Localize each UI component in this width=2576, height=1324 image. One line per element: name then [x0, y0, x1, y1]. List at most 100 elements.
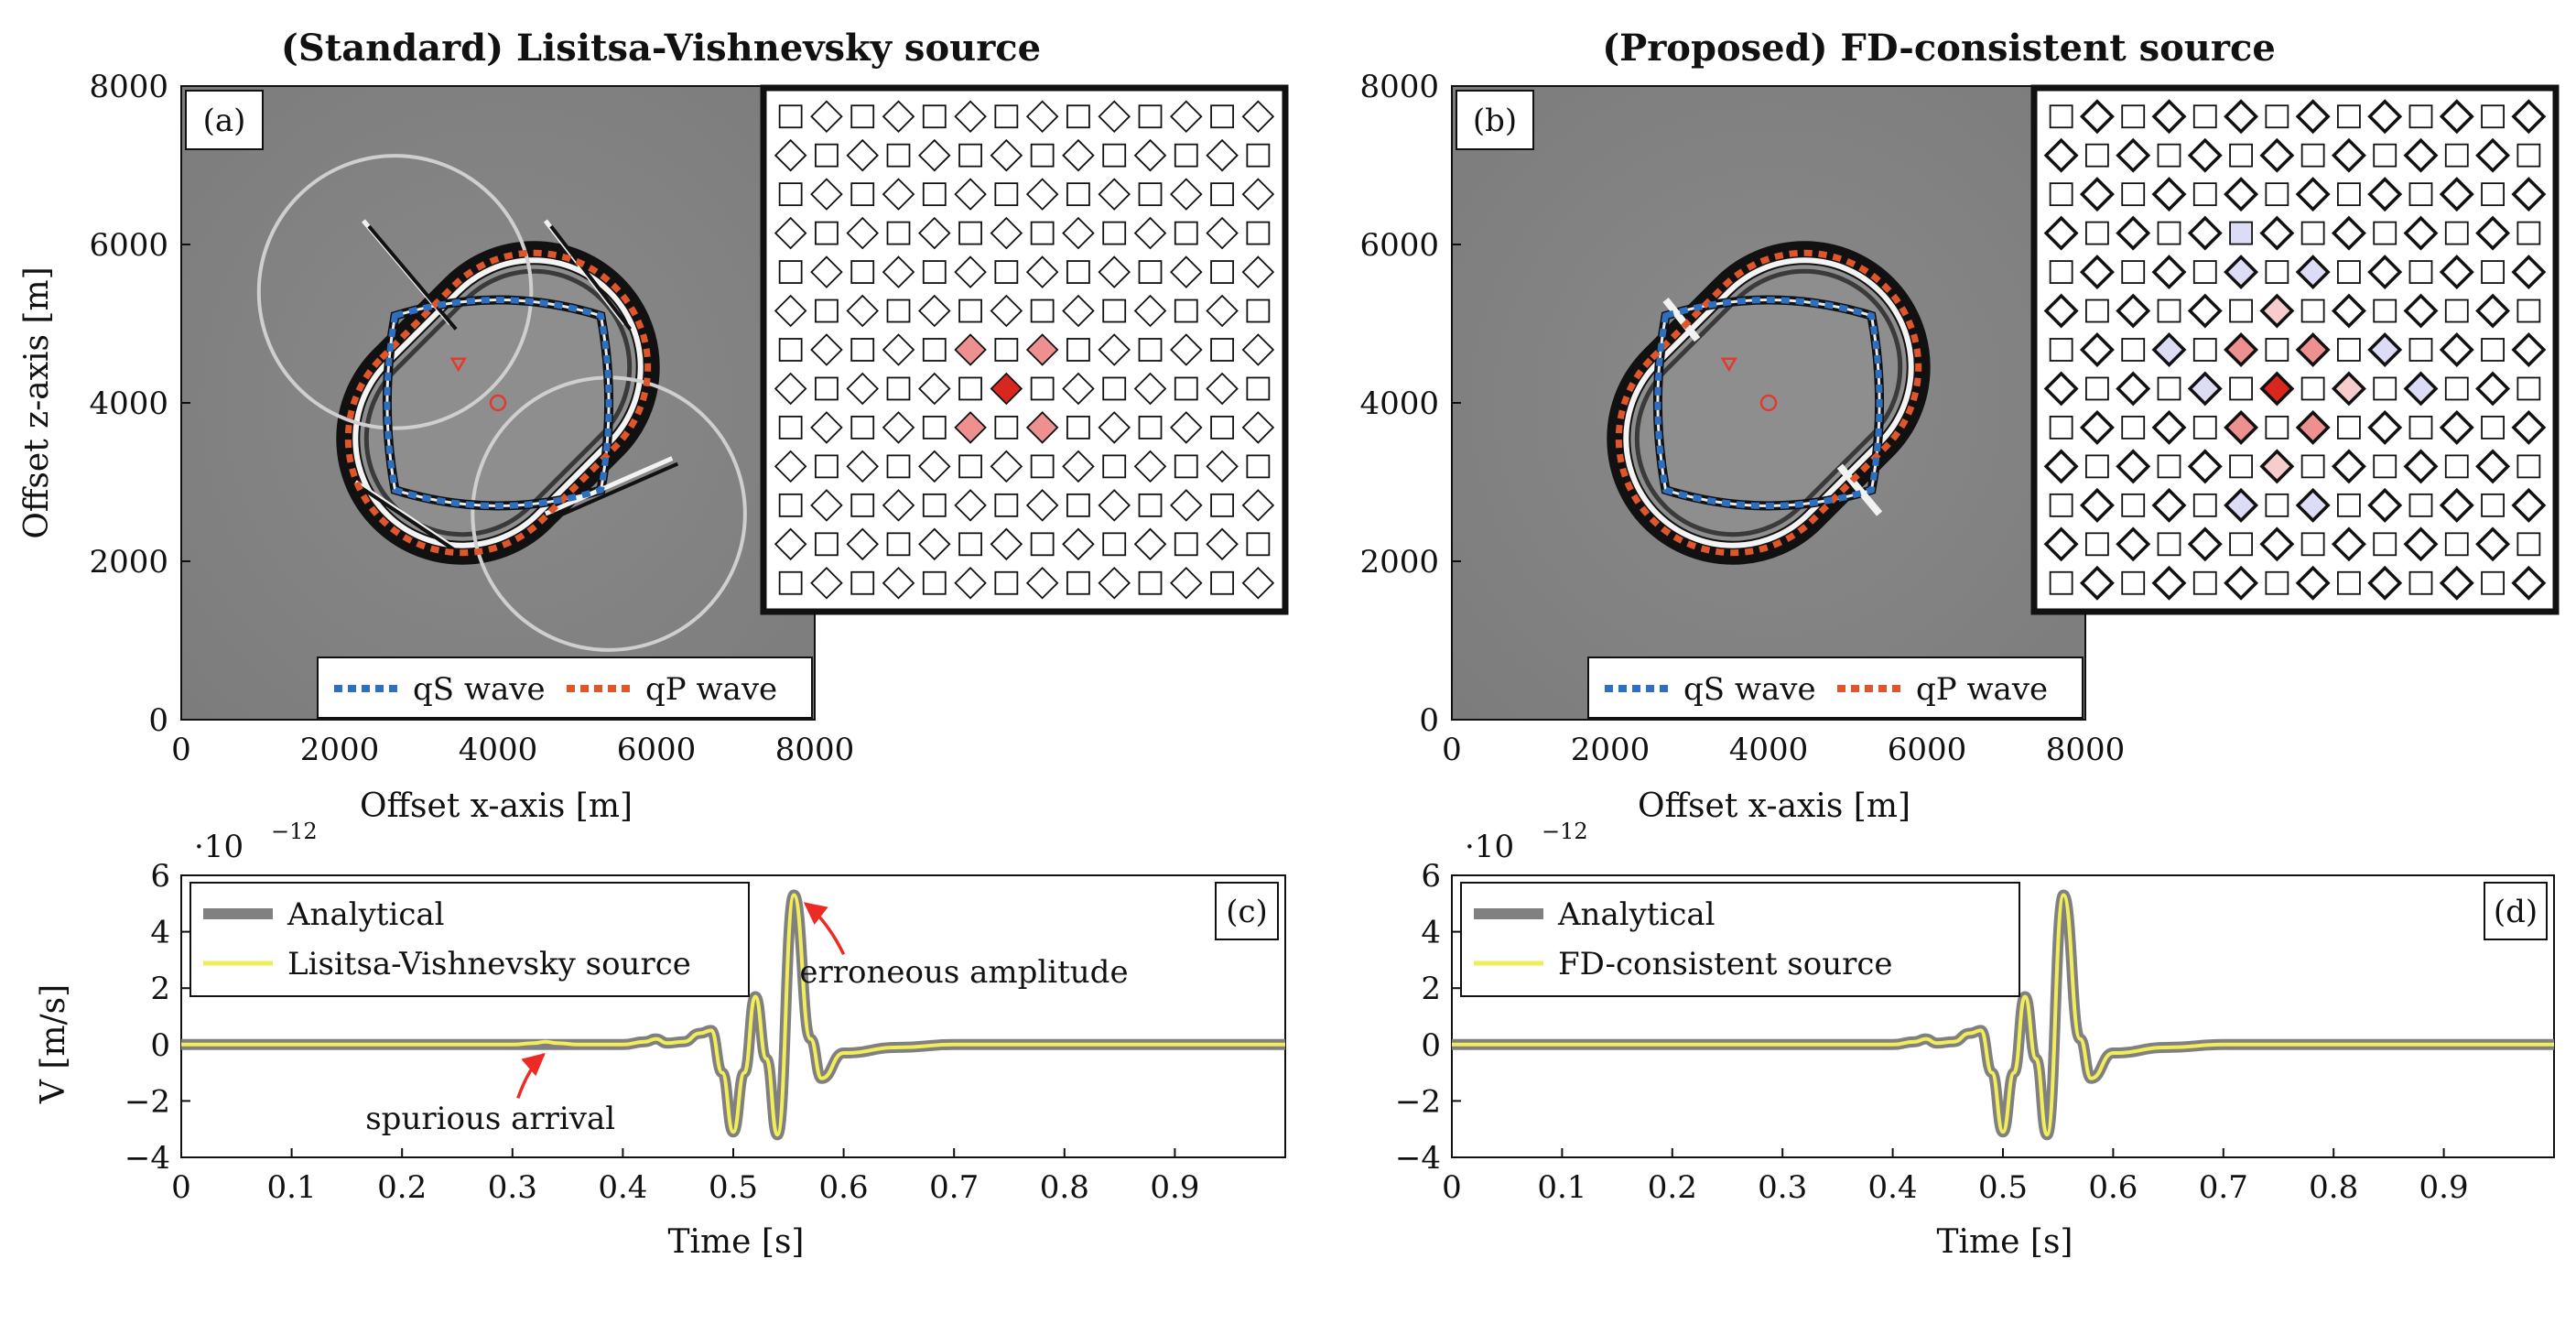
stencil-node-diamond: [2187, 293, 2223, 329]
stencil-node-diamond: [2331, 137, 2366, 173]
stencil-node-square: [1246, 532, 1271, 557]
stencil-node-square: [2300, 532, 2325, 557]
stencil-node-diamond: [2439, 332, 2474, 367]
stencil-node-square: [2265, 338, 2289, 362]
stencil-node-diamond: [2187, 449, 2223, 484]
stencil-node-square: [994, 338, 1019, 362]
qp-wavefront-light: [1623, 257, 1914, 548]
stencil-node-diamond: [2439, 487, 2474, 523]
stencil-node-diamond: [2331, 293, 2366, 329]
stencil-node-square: [922, 338, 947, 362]
stencil-node-square: [1246, 221, 1271, 245]
y-axis-label-c: V [m/s]: [35, 984, 72, 1104]
stencil-node-square: [2408, 570, 2433, 595]
receiver-marker: [1720, 357, 1737, 373]
stencil-node-square: [2265, 182, 2289, 207]
stencil-node-diamond: [2224, 332, 2259, 367]
axis-exponent-power: −12: [1542, 819, 1588, 844]
stencil-node-diamond: [846, 138, 879, 172]
stencil-node-square: [1246, 454, 1271, 479]
stencil-node-square: [2481, 416, 2505, 440]
stencil-node-diamond: [2259, 526, 2295, 562]
stencil-node-diamond: [990, 450, 1023, 483]
stencil-node-square: [2516, 143, 2541, 168]
x-tick-label: 2000: [300, 732, 380, 768]
spurious-circle-upper: [256, 154, 534, 430]
stencil-node-square: [2408, 416, 2433, 440]
stencil-node-diamond: [1098, 411, 1131, 444]
stencil-node-square: [2157, 143, 2181, 168]
stencil-node-square: [958, 532, 982, 557]
stencil-node-diamond: [2259, 137, 2295, 173]
stencil-node-diamond: [2079, 332, 2115, 367]
stencil-node-diamond: [774, 527, 807, 561]
panel-tag: (b): [1473, 103, 1517, 139]
stencil-node-square: [1066, 570, 1090, 595]
stencil-node-diamond: [2116, 293, 2151, 329]
stencil-node-diamond: [846, 372, 879, 406]
stencil-node-diamond: [2475, 137, 2511, 173]
stencil-node-square: [1138, 182, 1163, 207]
stencil-node-diamond: [2295, 409, 2331, 445]
stencil-node-square: [1138, 570, 1163, 595]
x-tick-label: 0.4: [1868, 1169, 1918, 1206]
stencil-node-diamond: [1133, 216, 1167, 250]
stencil-node-diamond: [2403, 137, 2439, 173]
stencil-node-square: [1174, 143, 1198, 168]
x-axis-label-b: Offset x-axis [m]: [1638, 787, 1910, 825]
stencil-node-square: [1102, 454, 1127, 479]
stencil-node-square: [1102, 532, 1127, 557]
stencil-node-diamond: [2475, 215, 2511, 251]
cusp-streak: [549, 224, 632, 331]
cusp-streak: [544, 456, 674, 516]
stencil-node-square: [2444, 143, 2469, 168]
stencil-node-square: [2444, 454, 2469, 479]
legend-label-qs: qS wave: [413, 671, 546, 708]
stencil-node-square: [1102, 376, 1127, 401]
stencil-node-diamond: [954, 255, 987, 288]
stencil-node-diamond: [990, 294, 1023, 328]
x-tick-label: 0.6: [819, 1169, 869, 1206]
axis-exponent: ·10: [1465, 829, 1514, 865]
stencil-node-square: [2085, 298, 2109, 323]
legend-label-qp: qP wave: [645, 671, 777, 708]
stencil-node-diamond: [1241, 178, 1275, 211]
y-tick-label: 0: [1421, 1027, 1441, 1064]
trace-chart-d: 0 0.1 0.2 0.3 0.4 0.5 0.6 0.7 0.8 0.9 −4 −2 0 2 4 6 ·10 −…: [1395, 819, 2555, 1206]
stencil-node-square: [1210, 182, 1234, 207]
stencil-node-diamond: [882, 255, 915, 288]
stencil-node-square: [2265, 416, 2289, 440]
stencil-node-diamond: [1170, 178, 1203, 211]
legend-label-qp: qP wave: [1916, 671, 2048, 708]
stencil-node-diamond: [2187, 371, 2223, 407]
stencil-node-diamond: [2079, 255, 2115, 290]
stencil-node-square: [1174, 221, 1198, 245]
panel-tag-box: [185, 90, 264, 150]
stencil-node-square: [2157, 221, 2181, 245]
stencil-node-diamond: [954, 178, 987, 211]
x-axis-label-a: Offset x-axis [m]: [360, 787, 633, 825]
stencil-node-diamond: [1098, 100, 1131, 134]
y-tick-label: 4: [150, 915, 170, 951]
stencil-node-square: [2408, 260, 2433, 284]
y-tick-label: 6: [1421, 858, 1441, 895]
stencil-node-diamond: [954, 566, 987, 600]
x-tick-label: 0: [171, 732, 191, 768]
panel-a-title: (Standard) Lisitsa-Vishnevsky source: [281, 27, 1041, 70]
stencil-node-square: [2121, 182, 2146, 207]
stencil-node-diamond: [2475, 526, 2511, 562]
stencil-node-square: [2481, 570, 2505, 595]
axis-exponent: ·10: [194, 829, 244, 865]
source-marker: [1759, 394, 1778, 412]
stencil-node-diamond: [1133, 138, 1167, 172]
stencil-node-square: [994, 182, 1019, 207]
stencil-node-square: [2049, 338, 2073, 362]
stencil-node-square: [958, 376, 982, 401]
stencil-node-diamond: [810, 411, 843, 444]
stencil-node-square: [994, 416, 1019, 440]
stencil-node-diamond: [2439, 565, 2474, 601]
stencil-node-square: [886, 532, 911, 557]
stencil-node-diamond: [2151, 409, 2187, 445]
stencil-node-diamond: [1098, 566, 1131, 600]
stencil-node-square: [2337, 182, 2361, 207]
